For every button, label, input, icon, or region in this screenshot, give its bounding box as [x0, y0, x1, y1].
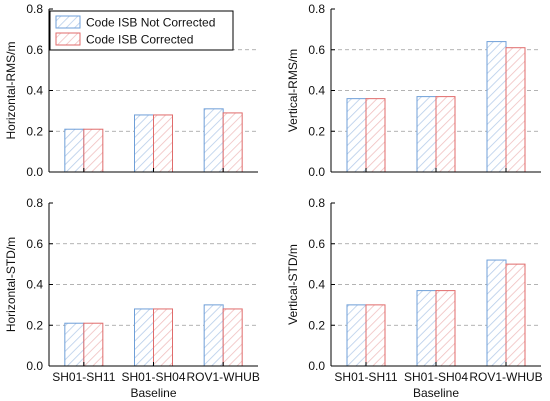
bar-corrected [505, 47, 526, 173]
y-tick-label: 0.4 [26, 278, 43, 292]
bar-corrected [222, 112, 243, 173]
y-tick-label: 0.6 [308, 43, 325, 57]
y-axis-label: Horizontal-RMS/m [4, 41, 18, 139]
bar-corrected [435, 96, 456, 173]
y-axis-label: Vertical-STD/m [286, 244, 300, 325]
bar-corrected [365, 304, 386, 367]
y-tick-label: 0.8 [308, 196, 325, 210]
y-tick-label: 0.4 [308, 84, 325, 98]
y-tick-label: 0.8 [26, 196, 43, 210]
x-tick-label: SH01-SH11 [334, 370, 397, 384]
bar-not-corrected [134, 114, 154, 173]
legend-swatch-corrected [55, 32, 81, 46]
bar-corrected [83, 322, 104, 367]
bar-corrected [435, 290, 456, 367]
bar-not-corrected [346, 98, 367, 173]
y-tick-label: 0.6 [308, 237, 325, 251]
bar-not-corrected [134, 308, 154, 367]
bottom-right-panel: 0.0 0.2 0.4 0.6 0.8 SH01-SH11 SH01-SH04 ROV1-WH… [286, 196, 543, 400]
top-right-panel: 0.0 0.2 0.4 0.6 0.8 Vertical-RMS/m [286, 2, 541, 179]
y-tick-label: 0.4 [26, 84, 43, 98]
bar-corrected [365, 98, 386, 173]
y-tick-label: 0.0 [26, 165, 43, 179]
y-tick-label: 0.6 [26, 237, 43, 251]
chart-legend: Code ISB Not Corrected Code ISB Correcte… [49, 10, 234, 51]
x-tick-label: ROV1-WHUB [186, 370, 259, 384]
y-tick-label: 0.2 [26, 318, 43, 332]
y-tick-label: 0.8 [308, 2, 325, 16]
y-tick-label: 0.2 [26, 124, 43, 138]
legend-label-corrected: Code ISB Corrected [86, 33, 193, 47]
bar-corrected [83, 128, 104, 173]
x-tick-label: SH01-SH11 [52, 370, 115, 384]
x-tick-label: SH01-SH04 [121, 370, 185, 384]
bar-not-corrected [416, 290, 437, 367]
bar-corrected [153, 114, 173, 173]
y-tick-label: 0.8 [26, 2, 43, 16]
bar-corrected [505, 263, 526, 367]
y-tick-label: 0.2 [308, 124, 325, 138]
y-tick-label: 0.0 [26, 359, 43, 373]
x-tick-label: ROV1-WHUB [469, 370, 542, 384]
x-axis-label: Baseline [413, 386, 459, 400]
y-axis-label: Horizontal-STD/m [4, 237, 18, 332]
bar-not-corrected [486, 259, 507, 367]
bar-not-corrected [486, 41, 507, 173]
bar-not-corrected [64, 128, 85, 173]
bar-not-corrected [346, 304, 367, 367]
bar-corrected [222, 308, 243, 367]
y-axis-label: Vertical-RMS/m [286, 49, 300, 132]
x-tick-label: SH01-SH04 [404, 370, 468, 384]
bottom-left-panel: 0.0 0.2 0.4 0.6 0.8 SH01-SH11 SH01-SH04 ROV1-WH… [4, 196, 260, 400]
x-axis-label: Baseline [130, 386, 176, 400]
y-tick-label: 0.0 [308, 165, 325, 179]
y-tick-label: 0.6 [26, 43, 43, 57]
bar-not-corrected [203, 304, 224, 367]
bar-corrected [153, 308, 173, 367]
y-tick-label: 0.0 [308, 359, 325, 373]
top-left-panel: 0.0 0.2 0.4 0.6 0.8 Horizontal-RMS/m [4, 2, 258, 179]
bar-not-corrected [203, 108, 224, 173]
legend-swatch-not-corrected [55, 15, 81, 29]
y-tick-label: 0.2 [308, 318, 325, 332]
legend-label-not-corrected: Code ISB Not Corrected [86, 16, 215, 30]
bar-not-corrected [64, 322, 85, 367]
y-tick-label: 0.4 [308, 278, 325, 292]
bar-not-corrected [416, 96, 437, 173]
